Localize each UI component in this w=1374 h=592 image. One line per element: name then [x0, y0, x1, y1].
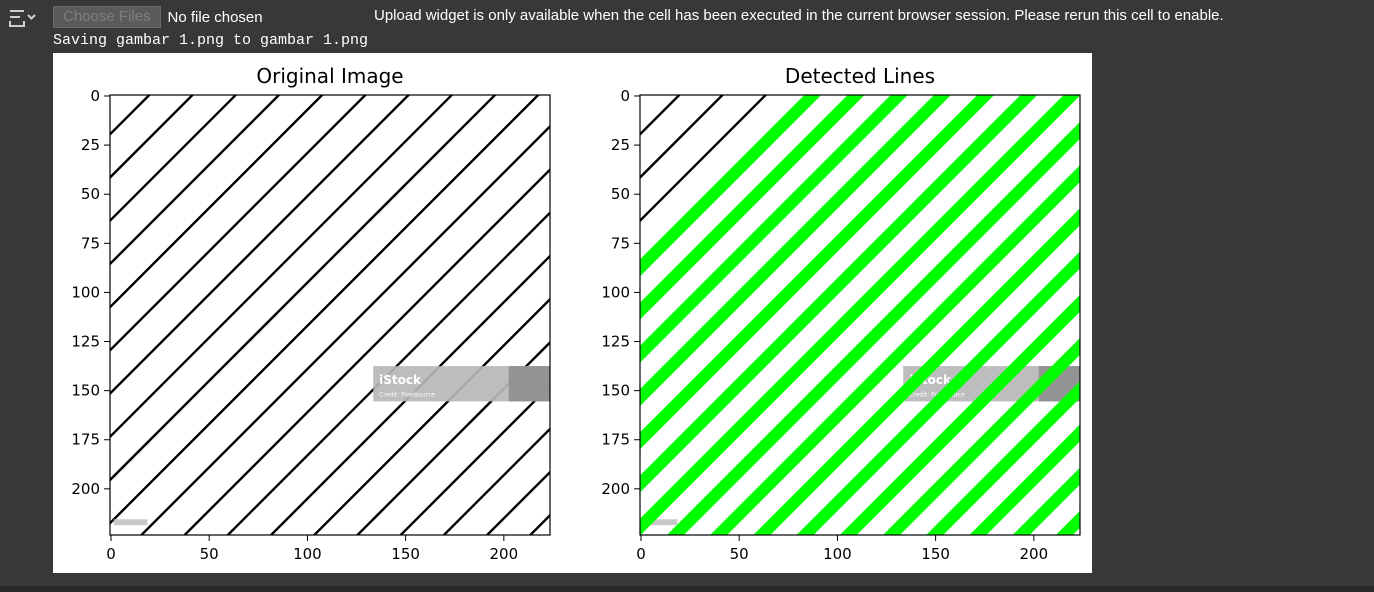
stripe-line — [110, 95, 238, 223]
axes: 0 50 100 150 200 0 25 50 75 100 125 150 175 200 — [71, 87, 551, 563]
output-settings-icon[interactable] — [8, 6, 36, 30]
stripe-line — [110, 95, 540, 525]
image-area: iStock Credit: Pixelsource — [110, 95, 550, 535]
y-tick-label: 50 — [81, 185, 100, 203]
detected-line — [640, 95, 822, 277]
y-tick-label: 25 — [611, 136, 630, 154]
y-tick-label: 150 — [71, 382, 100, 400]
x-tick-label: 0 — [106, 545, 116, 563]
y-tick-label: 0 — [620, 87, 630, 105]
stripe-line — [182, 167, 550, 535]
file-status-text: No file chosen — [167, 8, 263, 26]
axes-frame — [639, 94, 1081, 536]
y-tick-label: 75 — [81, 234, 100, 252]
detected-line — [640, 95, 1038, 493]
watermark-text: iStock — [379, 373, 422, 387]
detected-line — [753, 208, 1080, 535]
y-tick-label: 0 — [90, 87, 100, 105]
output-figure: Original Image iStock Credit: Pixelsource… — [53, 53, 1092, 573]
x-tick-label: 50 — [730, 545, 749, 563]
x-tick-label: 200 — [490, 545, 519, 563]
detected-line — [882, 337, 1080, 535]
watermark-subtext: Credit: Pixelsource — [379, 392, 435, 399]
watermark: iStock Credit: Pixelsource — [373, 366, 550, 402]
stripe-line — [399, 384, 550, 535]
plot-original: Original Image iStock Credit: Pixelsource… — [71, 64, 551, 563]
detected-line — [666, 121, 1080, 535]
stripe-line — [226, 211, 550, 535]
stripe-line — [312, 297, 550, 535]
plot-title: Detected Lines — [785, 64, 935, 88]
detected-line — [926, 381, 1080, 535]
corner-mark — [113, 519, 148, 526]
detected-line — [640, 95, 1080, 535]
y-tick-label: 150 — [601, 382, 630, 400]
detected-line — [796, 251, 1080, 535]
detected-line — [710, 165, 1080, 535]
upload-widget-message: Upload widget is only available when the… — [374, 7, 1224, 24]
detected-line — [640, 95, 865, 320]
choose-files-button[interactable]: Choose Files — [53, 6, 161, 28]
y-tick-label: 200 — [601, 480, 630, 498]
stripe-line — [640, 95, 681, 136]
corner-mark — [643, 519, 678, 526]
detected-line — [640, 95, 951, 406]
detected-line — [969, 424, 1080, 535]
y-tick-label: 100 — [601, 283, 630, 301]
y-tick-label: 175 — [71, 431, 100, 449]
detected-line — [640, 95, 995, 450]
stripe-line — [110, 95, 454, 439]
axes-frame — [109, 94, 551, 536]
y-tick-label: 125 — [601, 333, 630, 351]
y-tick-label: 200 — [71, 480, 100, 498]
output-log-line: Saving gambar 1.png to gambar 1.png — [53, 32, 369, 49]
axes: 0 50 100 150 200 0 25 50 75 100 125 150 175 200 — [601, 87, 1081, 563]
x-tick-label: 150 — [921, 545, 950, 563]
y-tick-label: 100 — [71, 283, 100, 301]
stripe-line — [442, 427, 550, 535]
file-upload-row: Choose Files No file chosen — [53, 6, 263, 28]
y-tick-label: 175 — [601, 431, 630, 449]
matplotlib-figure: Original Image iStock Credit: Pixelsource… — [71, 64, 1081, 563]
plot-title: Original Image — [256, 64, 403, 88]
stripe-line — [110, 95, 324, 309]
stripe-line — [269, 254, 550, 535]
detected-line — [640, 95, 908, 363]
x-tick-label: 100 — [293, 545, 322, 563]
detected-line — [839, 294, 1080, 535]
bottom-scrollbar[interactable] — [0, 586, 1374, 592]
stripe-line — [110, 95, 497, 482]
stripe-line — [110, 95, 411, 396]
detected-line — [1012, 467, 1080, 535]
stripe-line — [355, 340, 550, 535]
x-tick-label: 50 — [200, 545, 219, 563]
y-tick-label: 25 — [81, 136, 100, 154]
stripe-line — [640, 95, 725, 180]
stripe-line — [110, 95, 281, 266]
x-tick-label: 100 — [823, 545, 852, 563]
y-tick-label: 50 — [611, 185, 630, 203]
y-tick-label: 75 — [611, 234, 630, 252]
stripe-line — [640, 95, 768, 223]
x-tick-label: 150 — [391, 545, 420, 563]
stripe-line — [110, 95, 368, 353]
stripe-line — [110, 95, 195, 180]
y-tick-label: 125 — [71, 333, 100, 351]
x-tick-label: 200 — [1020, 545, 1049, 563]
x-tick-label: 0 — [636, 545, 646, 563]
stripe-line — [110, 95, 151, 136]
stripe-line — [485, 470, 550, 535]
stripe-line — [139, 124, 550, 535]
